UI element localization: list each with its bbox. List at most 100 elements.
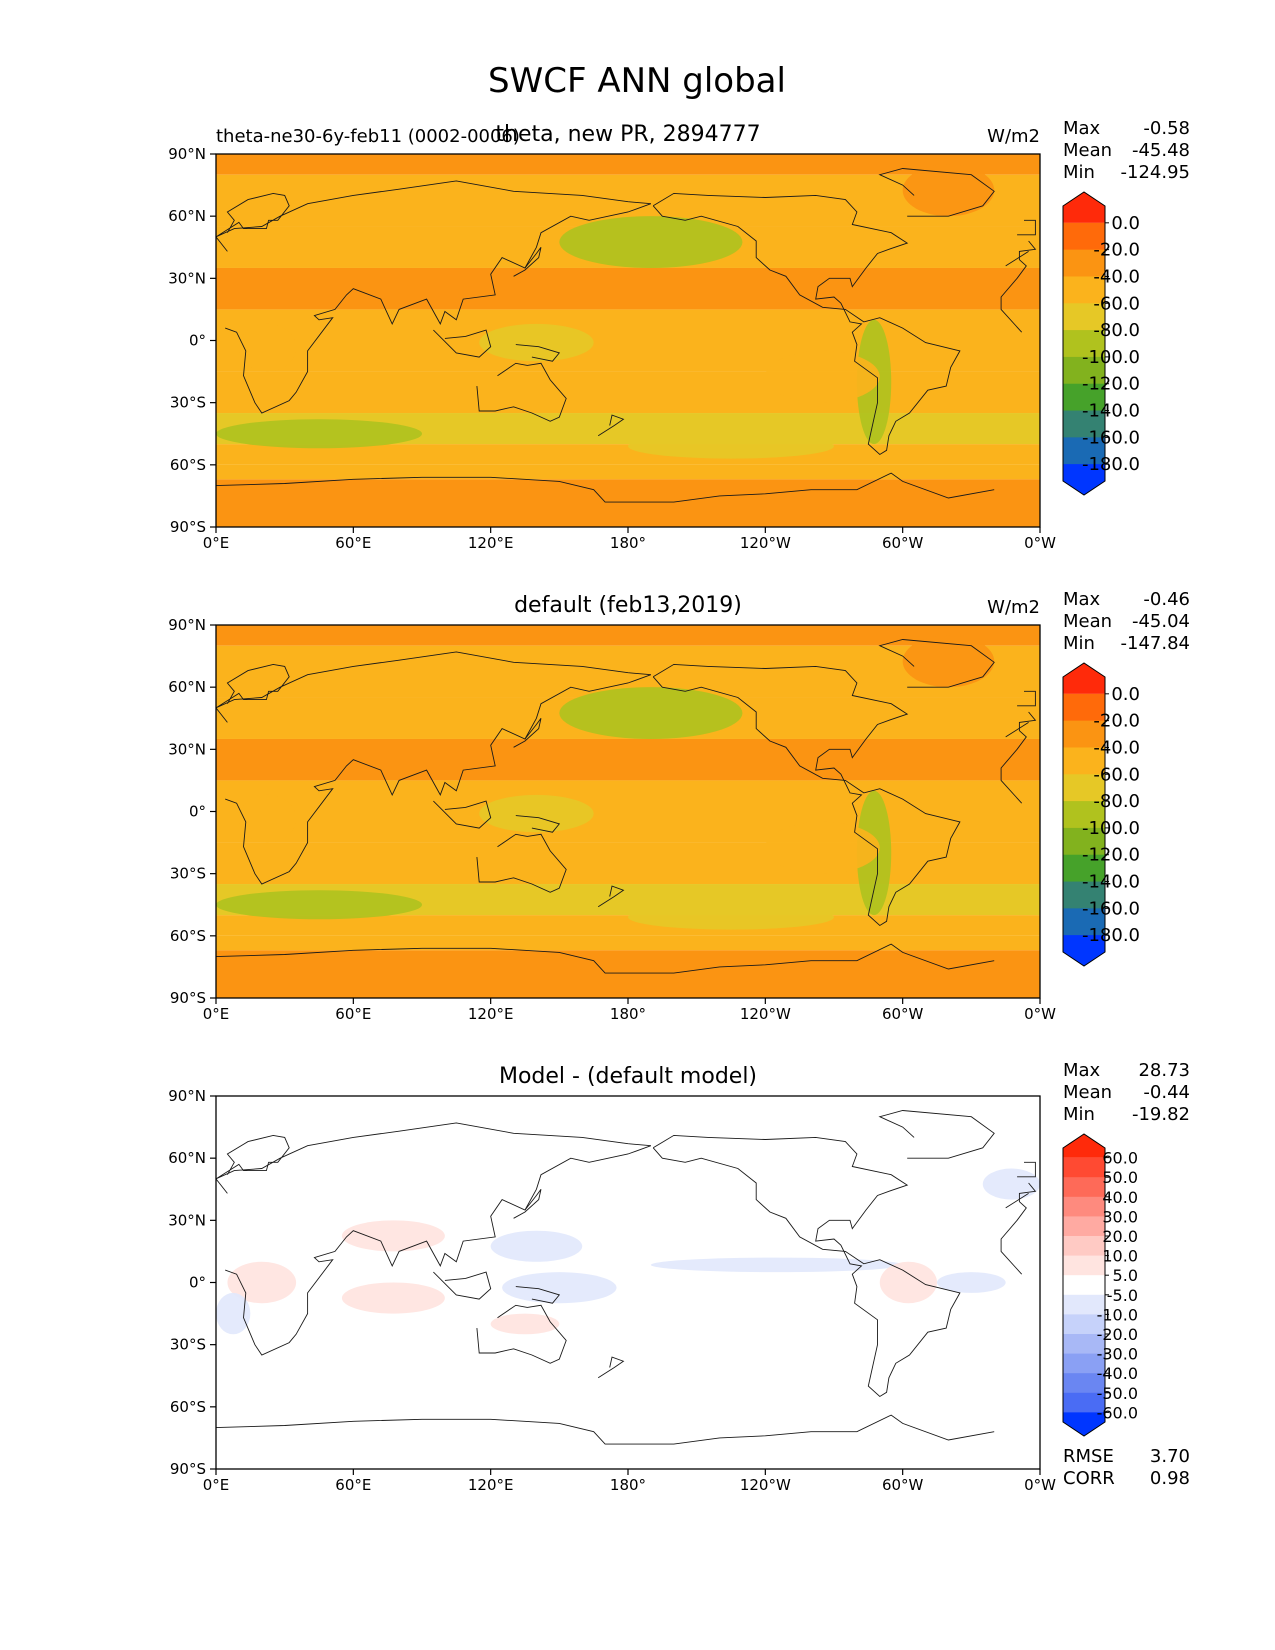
colorbar-segment-0-7 <box>1063 383 1105 412</box>
panel-2: 0°E 60°E 120°E 180° 120°W 60°W 0°W 90°N 60°N 30°N… <box>168 589 1190 1023</box>
coastline-0-5 <box>433 329 492 358</box>
colorbar-label-2-5: 10.0 <box>1102 1247 1138 1266</box>
colorbar-segment-2-1 <box>1063 1157 1105 1178</box>
colorbar-label-2-1: 50.0 <box>1102 1168 1138 1187</box>
coastline-0-9 <box>597 414 625 437</box>
x-tick-label-1-1: 60°E <box>335 1005 371 1023</box>
colorbar-segment-1-4 <box>1063 774 1105 802</box>
zonal-band-0-9 <box>216 479 1040 527</box>
stat-label-2-2: Min <box>1063 633 1095 654</box>
stat-value-1-2: -124.95 <box>1121 162 1190 183</box>
y-tick-label-1-4: 30°S <box>170 865 206 883</box>
region-0-0 <box>902 164 995 217</box>
colorbar-label-0-9: -180.0 <box>1082 454 1140 475</box>
zonal-band-1-8 <box>216 935 1040 951</box>
colorbar-segment-0-5 <box>1063 330 1105 358</box>
region-2-2 <box>341 1282 445 1314</box>
colorbar-segment-1-3 <box>1063 747 1105 775</box>
colorbar-label-2-8: -10.0 <box>1097 1305 1138 1324</box>
x-tick-label-1-0: 0°E <box>203 1005 230 1023</box>
region-2-8 <box>490 1313 560 1335</box>
y-tick-label-1-0: 90°N <box>168 616 206 634</box>
colorbar-label-2-12: -50.0 <box>1097 1384 1138 1403</box>
coastline-1-2 <box>878 639 995 688</box>
zonal-band-1-5 <box>216 842 1040 885</box>
colorbar-segment-2-13 <box>1063 1392 1105 1413</box>
colorbar-segment-0-0 <box>1063 192 1105 223</box>
region-2-5 <box>650 1257 903 1273</box>
stat-label-1-0: Max <box>1063 118 1101 139</box>
colorbar-label-0-2: -40.0 <box>1093 266 1140 287</box>
x-tick-label-1-4: 120°W <box>740 1005 791 1023</box>
colorbar-segment-1-8 <box>1063 881 1105 909</box>
coastline-1-5 <box>433 800 492 829</box>
colorbar-label-0-7: -140.0 <box>1082 401 1140 422</box>
panel-model-label-1: theta-ne30-6y-feb11 (0002-0006) <box>216 126 520 147</box>
region-1-4 <box>479 794 594 833</box>
x-tick-label-2-2: 120°E <box>468 1476 514 1494</box>
colorbar-segment-2-0 <box>1063 1134 1105 1158</box>
coastline-0-3 <box>476 362 567 422</box>
colorbar-label-2-6: 5.0 <box>1113 1266 1138 1285</box>
y-tick-label-2-4: 30°S <box>170 1336 206 1354</box>
colorbar-label-1-9: -180.0 <box>1082 925 1140 946</box>
colorbar-segment-2-12 <box>1063 1373 1105 1394</box>
colorbar-label-1-8: -160.0 <box>1082 898 1140 919</box>
region-0-7 <box>765 350 880 403</box>
coastline-2-2 <box>878 1110 995 1159</box>
stat-value-3-0: 28.73 <box>1138 1060 1190 1081</box>
colorbar-segment-1-9 <box>1063 908 1105 936</box>
coastline-2-5 <box>433 1271 492 1300</box>
stat-value-1-0: -0.58 <box>1143 118 1190 139</box>
y-tick-label-0-6: 90°S <box>170 518 206 536</box>
coastline-2-7 <box>513 1189 542 1219</box>
colorbar-label-0-4: -80.0 <box>1093 320 1140 341</box>
y-tick-label-2-3: 0° <box>189 1274 206 1292</box>
region-0-1 <box>559 216 743 268</box>
x-tick-label-1-5: 60°W <box>882 1005 924 1023</box>
region-2-6 <box>879 1261 938 1304</box>
y-tick-label-1-2: 30°N <box>168 740 206 758</box>
y-tick-label-2-1: 60°N <box>168 1149 206 1167</box>
x-tick-label-0-1: 60°E <box>335 534 371 552</box>
y-tick-label-2-2: 30°N <box>168 1211 206 1229</box>
colorbar-segment-2-11 <box>1063 1353 1105 1374</box>
x-tick-label-2-3: 180° <box>610 1476 646 1494</box>
y-tick-label-0-0: 90°N <box>168 145 206 163</box>
panel-units-1: W/m2 <box>987 126 1040 147</box>
colorbar-segment-0-10 <box>1063 464 1105 495</box>
panel-title-2: default (feb13,2019) <box>514 593 742 618</box>
colorbar-segment-1-0 <box>1063 663 1105 694</box>
colorbar-label-1-2: -40.0 <box>1093 737 1140 758</box>
y-tick-label-1-3: 0° <box>189 803 206 821</box>
colorbar-segment-2-9 <box>1063 1314 1105 1335</box>
region-2-10 <box>216 1292 251 1335</box>
stat-label-2-1: Mean <box>1063 611 1112 632</box>
panel-title-1: theta, new PR, 2894777 <box>495 122 760 147</box>
x-tick-label-2-1: 60°E <box>335 1476 371 1494</box>
colorbar-label-2-4: 20.0 <box>1102 1227 1138 1246</box>
panel-3: 0°E 60°E 120°E 180° 120°W 60°W 0°W 90°N 60°N 30°N… <box>168 1060 1190 1494</box>
region-0-5 <box>238 323 297 372</box>
stat-label-3-0: Max <box>1063 1060 1101 1081</box>
figure-title: SWCF ANN global <box>488 61 786 101</box>
colorbar-segment-1-10 <box>1063 935 1105 966</box>
coastline-0-0 <box>216 180 1037 414</box>
stat-label-3-1: Mean <box>1063 1082 1112 1103</box>
colorbar-label-2-9: -20.0 <box>1097 1325 1138 1344</box>
zonal-band-1-0 <box>216 625 1040 646</box>
x-tick-label-0-2: 120°E <box>468 534 514 552</box>
colorbar-segment-2-8 <box>1063 1294 1105 1315</box>
coastline-1-7 <box>513 718 542 748</box>
region-2-7 <box>937 1272 1006 1293</box>
coastline-1-8 <box>1017 690 1036 707</box>
x-tick-label-0-6: 0°W <box>1024 534 1056 552</box>
field-layer-0 <box>216 154 1040 527</box>
colorbar-label-0-6: -120.0 <box>1082 374 1140 395</box>
region-2-9 <box>982 1168 1040 1200</box>
region-0-3 <box>628 433 834 459</box>
metric-value-1: 0.98 <box>1150 1468 1190 1489</box>
stat-label-2-0: Max <box>1063 589 1101 610</box>
colorbar-segment-2-7 <box>1063 1275 1105 1296</box>
y-tick-label-0-1: 60°N <box>168 207 206 225</box>
